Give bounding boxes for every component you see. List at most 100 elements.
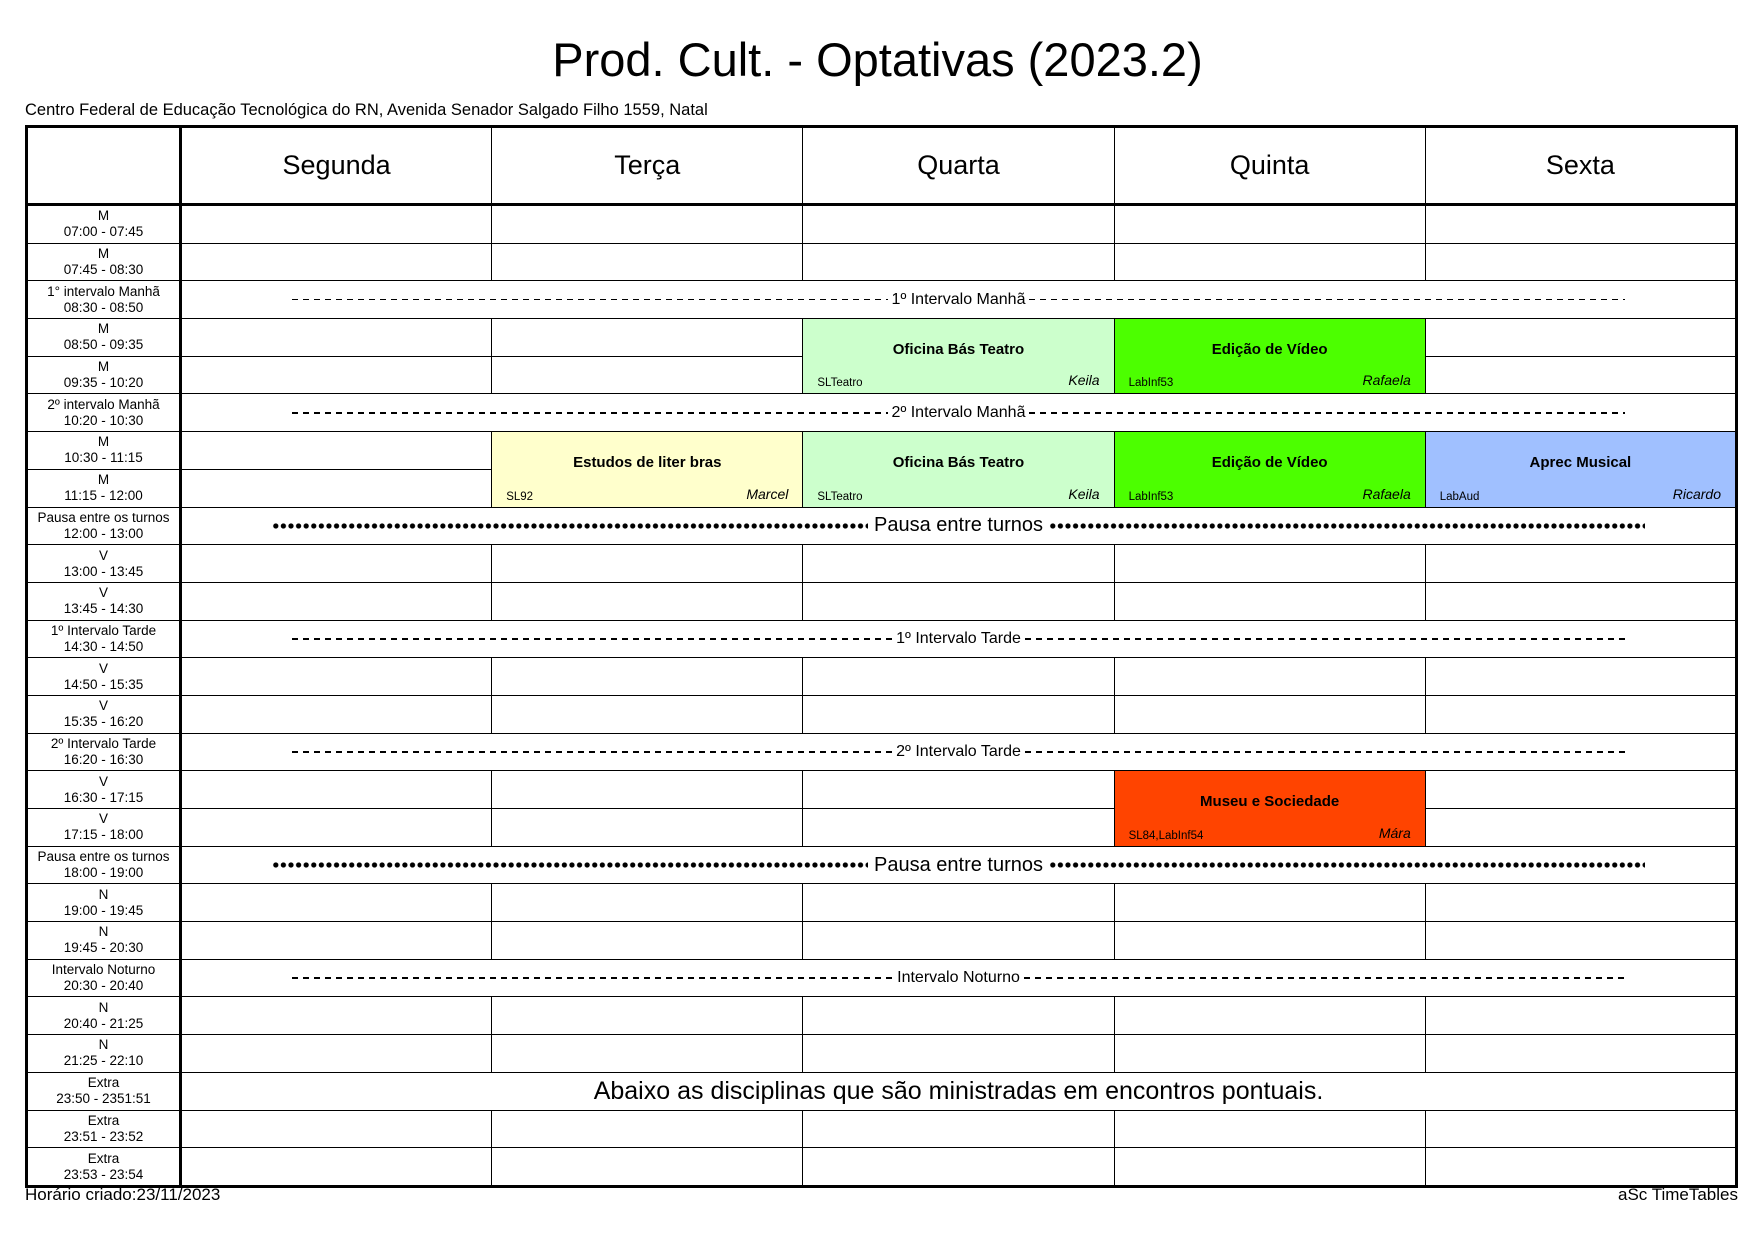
empty-slot	[179, 1034, 493, 1073]
period-label: Intervalo Noturno 20:30 - 20:40	[26, 958, 182, 998]
lesson-subject: Estudos de liter bras	[573, 454, 722, 472]
page-title: Prod. Cult. - Optativas (2023.2)	[552, 33, 1203, 86]
empty-slot	[491, 996, 804, 1036]
separator-line	[292, 977, 894, 979]
period-row: V 13:45 - 14:30	[26, 581, 1738, 621]
break-label: Pausa entre turnos	[874, 853, 1043, 876]
period-name: Pausa entre os turnos	[37, 849, 170, 865]
period-name: N	[98, 924, 109, 940]
empty-slot	[802, 921, 1115, 960]
empty-slot	[1424, 242, 1738, 282]
lesson-subject: Edição de Vídeo	[1211, 454, 1328, 472]
period-row: M 07:45 - 08:30	[26, 242, 1738, 282]
period-name: 1° intervalo Manhã	[47, 283, 160, 299]
period-row: 1° intervalo Manhã 08:30 - 08:50 1º Interv…	[26, 280, 1737, 320]
empty-slot	[179, 1109, 493, 1149]
empty-slot	[1424, 657, 1738, 696]
period-time: 18:00 - 19:00	[63, 865, 144, 881]
break-band: Intervalo Noturno	[180, 958, 1737, 998]
period-name: Intervalo Noturno	[51, 962, 156, 978]
period-row: 2º intervalo Manhã 10:20 - 10:30 2º Interv…	[26, 393, 1737, 433]
timetable: Segunda Terça Quarta Quinta Sexta M 07:00 - 0…	[25, 125, 1738, 1188]
period-time: 16:30 - 17:15	[63, 789, 144, 805]
empty-slot	[1424, 355, 1738, 395]
period-name: V	[98, 547, 108, 563]
period-name: N	[98, 886, 109, 902]
separator-line	[1024, 638, 1626, 640]
lesson-card[interactable]: Estudos de liter bras SL92 Marcel	[491, 431, 804, 508]
period-label: M 11:15 - 12:00	[26, 468, 182, 508]
period-time: 12:00 - 13:00	[63, 525, 144, 541]
empty-slot	[802, 1034, 1115, 1073]
lesson-card[interactable]: Oficina Bás Teatro SLTeatro Keila	[802, 431, 1115, 508]
period-label: Extra 23:50 - 2351:51	[26, 1071, 182, 1111]
separator-line	[1023, 977, 1626, 979]
separator-line	[292, 298, 888, 301]
period-row: M 09:35 - 10:20	[26, 355, 1738, 395]
empty-slot	[1113, 1034, 1426, 1073]
separator-line	[272, 862, 868, 869]
empty-slot	[491, 657, 804, 696]
separator-line	[292, 412, 888, 414]
break-label: 2º Intervalo Manhã	[891, 403, 1026, 421]
empty-slot	[1113, 1109, 1426, 1149]
period-row: Pausa entre os turnos 12:00 - 13:00 Pausa …	[26, 506, 1737, 546]
day-header: Segunda	[179, 126, 493, 206]
empty-slot	[1424, 1147, 1738, 1187]
empty-slot	[1424, 770, 1738, 809]
lesson-subject: Oficina Bás Teatro	[892, 341, 1025, 359]
day-header: Sexta	[1424, 126, 1738, 206]
lesson-card[interactable]: Museu e Sociedade SL84,LabInf54 Mára	[1113, 770, 1426, 847]
period-row: M 08:50 - 09:35 Oficina Bás Teatro SLTeatro…	[26, 318, 1738, 395]
empty-slot	[179, 318, 493, 357]
period-row: Extra 23:51 - 23:52	[26, 1109, 1738, 1149]
empty-slot	[802, 883, 1115, 923]
empty-slot	[1113, 1147, 1426, 1187]
period-row: M 07:00 - 07:45	[26, 204, 1738, 244]
separator-line	[1049, 522, 1645, 529]
separator-line	[272, 522, 868, 529]
empty-slot	[1424, 581, 1738, 621]
empty-slot	[1424, 204, 1738, 244]
day-header: Quarta	[802, 126, 1115, 206]
empty-slot	[179, 996, 493, 1036]
period-time: 07:45 - 08:30	[63, 262, 144, 278]
empty-slot	[179, 468, 493, 508]
period-time: 13:00 - 13:45	[63, 563, 144, 579]
empty-slot	[179, 1147, 493, 1187]
period-name: N	[98, 999, 109, 1015]
lesson-card[interactable]: Edição de Vídeo LabInf53 Rafaela	[1113, 318, 1426, 395]
lesson-subject: Oficina Bás Teatro	[892, 454, 1025, 472]
lesson-room: SLTeatro	[817, 377, 863, 390]
period-name: N	[98, 1037, 109, 1053]
empty-slot	[1424, 996, 1738, 1036]
period-time: 07:00 - 07:45	[63, 224, 144, 240]
period-time: 10:30 - 11:15	[64, 450, 143, 466]
period-time: 19:45 - 20:30	[63, 940, 144, 956]
period-name: M	[97, 359, 110, 375]
empty-slot	[1113, 996, 1426, 1036]
empty-slot	[1424, 921, 1738, 960]
period-time: 21:25 - 22:10	[63, 1053, 144, 1069]
lesson-card[interactable]: Oficina Bás Teatro SLTeatro Keila	[802, 318, 1115, 395]
break-band: Pausa entre turnos	[180, 845, 1737, 885]
lesson-card[interactable]: Edição de Vídeo LabInf53 Rafaela	[1113, 431, 1426, 508]
empty-slot	[1424, 694, 1738, 734]
period-name: M	[97, 434, 110, 450]
period-label: V 13:45 - 14:30	[26, 581, 182, 621]
empty-slot	[179, 431, 493, 470]
period-label: M 10:30 - 11:15	[26, 431, 182, 470]
period-row: Extra 23:53 - 23:54	[26, 1147, 1738, 1187]
period-time: 23:50 - 2351:51	[56, 1091, 151, 1107]
period-name: Extra	[87, 1150, 120, 1166]
period-label: N 19:45 - 20:30	[26, 921, 182, 960]
lesson-room: LabAud	[1439, 490, 1480, 503]
lesson-teacher: Mára	[1378, 824, 1411, 841]
empty-slot	[179, 204, 493, 244]
empty-slot	[802, 242, 1115, 282]
lesson-room: SL84,LabInf54	[1128, 829, 1204, 842]
lesson-card[interactable]: Aprec Musical LabAud Ricardo	[1424, 431, 1738, 508]
period-row: N 21:25 - 22:10	[26, 1034, 1738, 1073]
separator-line	[1024, 751, 1626, 753]
period-row: 2º Intervalo Tarde 16:20 - 16:30 2º Interv…	[26, 732, 1737, 772]
